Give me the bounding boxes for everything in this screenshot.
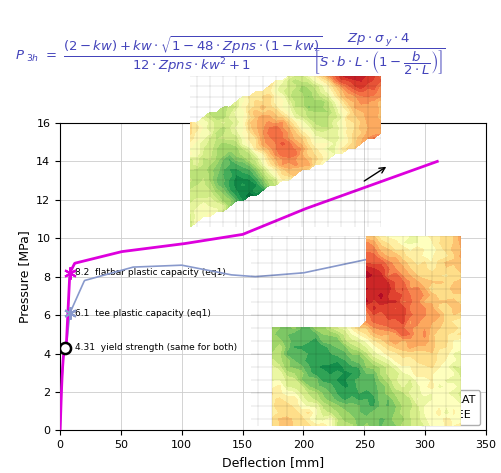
Text: $P_{\ 3h}\ =\ \dfrac{(2-kw)+kw\cdot\sqrt{1-48\cdot Zpns\cdot(1-kw)}}{12\cdot Zpn: $P_{\ 3h}\ =\ \dfrac{(2-kw)+kw\cdot\sqrt… bbox=[15, 35, 322, 75]
Text: 6.1  tee plastic capacity (eq1): 6.1 tee plastic capacity (eq1) bbox=[75, 309, 210, 318]
Legend: FLAT, TEE: FLAT, TEE bbox=[420, 390, 480, 425]
Text: $\cdot\dfrac{Zp\cdot\sigma_{\ y}\cdot 4}{\left[S\cdot b\cdot L\cdot\left(1-\dfra: $\cdot\dfrac{Zp\cdot\sigma_{\ y}\cdot 4}… bbox=[310, 32, 446, 78]
Y-axis label: Pressure [MPa]: Pressure [MPa] bbox=[18, 230, 31, 323]
Text: 8.2  flatbar plastic capacity (eq1): 8.2 flatbar plastic capacity (eq1) bbox=[75, 268, 225, 277]
X-axis label: Deflection [mm]: Deflection [mm] bbox=[222, 455, 324, 469]
Text: 4.31  yield strength (same for both): 4.31 yield strength (same for both) bbox=[75, 343, 237, 352]
